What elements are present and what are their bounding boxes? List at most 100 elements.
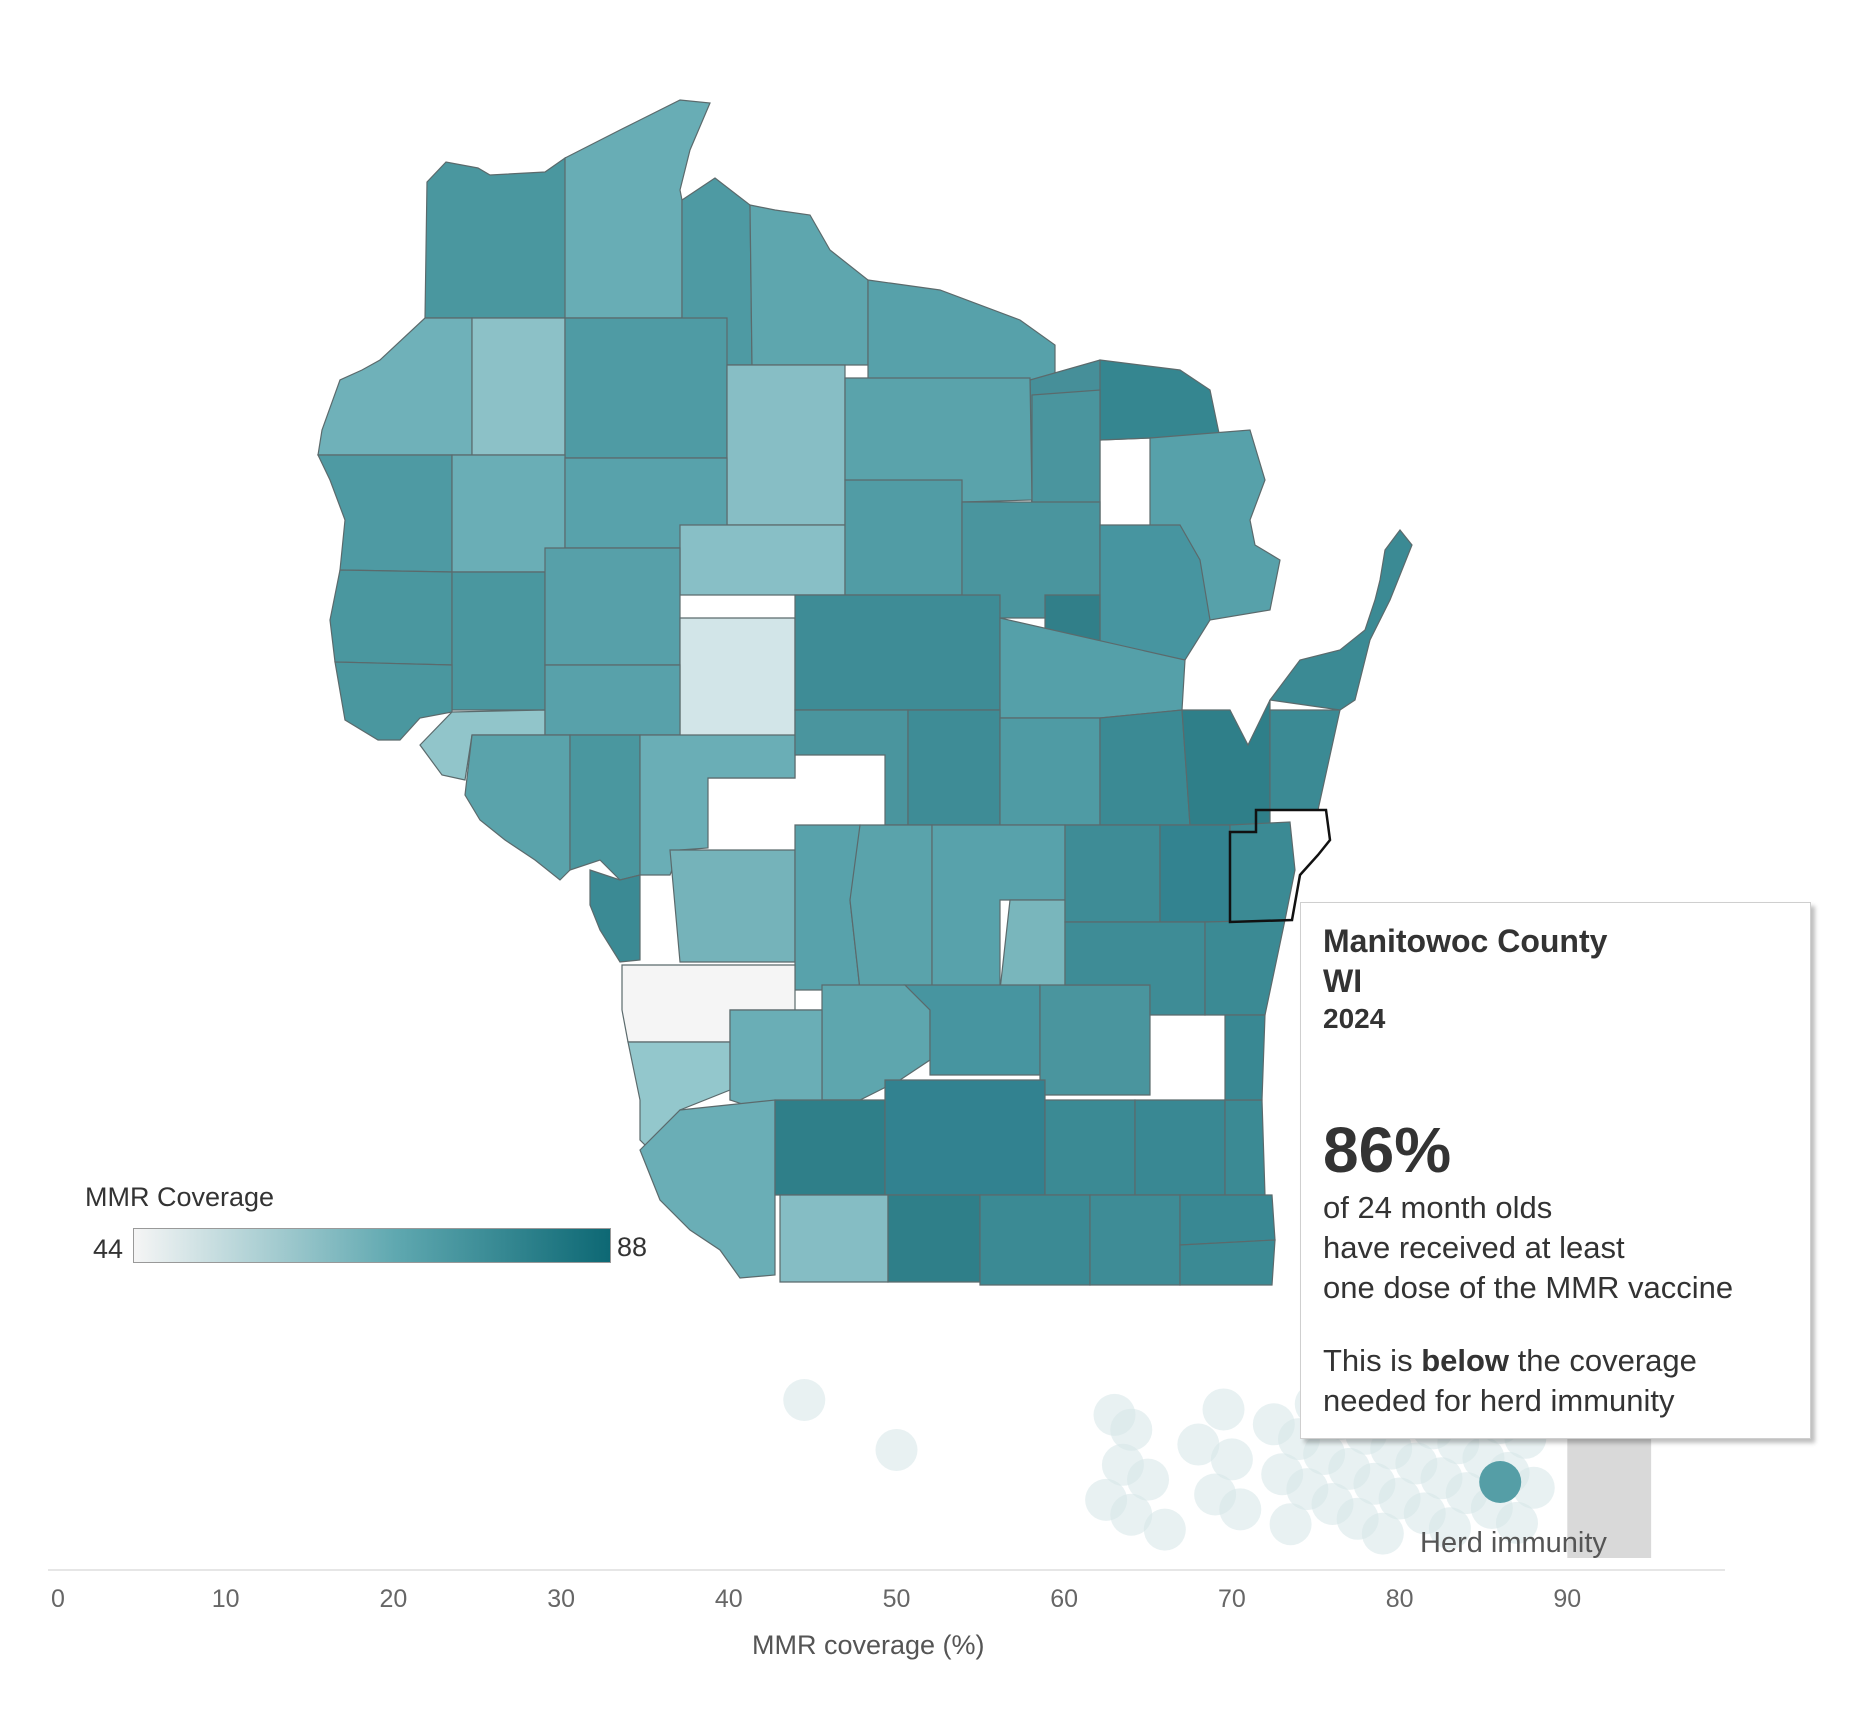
county-richland[interactable] [729,1009,823,1111]
x-tick-label: 50 [882,1585,911,1613]
county-winnebago[interactable] [1064,824,1161,923]
comparison-pre: This is [1323,1343,1413,1378]
highlighted-county-point[interactable] [1479,1461,1522,1503]
county-adams[interactable] [849,824,933,991]
comparison-post: the coverage [1517,1343,1697,1378]
county-dodge[interactable] [1039,984,1151,1096]
county-ozaukee[interactable] [1224,1014,1266,1101]
county-jackson[interactable] [669,849,796,963]
county-point[interactable] [1143,1508,1186,1551]
county-racine[interactable] [1179,1194,1276,1246]
county-rock[interactable] [979,1194,1091,1286]
county-polk[interactable] [317,454,453,573]
x-tick-label: 0 [51,1585,65,1613]
county-point[interactable] [1269,1503,1312,1546]
county-kenosha[interactable] [1179,1239,1276,1286]
county-dunn[interactable] [451,571,546,711]
tooltip-value: 86% [1323,1114,1452,1186]
county-door[interactable] [1268,529,1413,711]
county-marathon[interactable] [794,594,1001,711]
county-portage[interactable] [907,709,1001,826]
tooltip-line1: of 24 month olds [1323,1190,1553,1225]
county-columbia[interactable] [903,984,1041,1076]
county-point[interactable] [1110,1408,1153,1451]
county-lafayette[interactable] [779,1194,889,1283]
county-green-lake[interactable] [999,899,1066,991]
x-tick-label: 40 [714,1585,743,1613]
comparison-word: below [1421,1343,1510,1378]
county-point[interactable] [1210,1438,1253,1481]
county-chippewa[interactable] [544,547,681,666]
county-vilas[interactable] [867,279,1056,391]
county-point[interactable] [1219,1488,1262,1531]
county-iron[interactable] [749,204,869,366]
x-tick-label: 70 [1217,1585,1246,1613]
county-sawyer[interactable] [564,317,728,459]
county-buffalo[interactable] [569,734,641,881]
x-tick-label: 30 [547,1585,575,1613]
county-dane[interactable] [884,1079,1046,1196]
x-tick-label: 80 [1385,1585,1414,1613]
county-milwaukee[interactable] [1224,1099,1266,1196]
tooltip-comparison: This is below the coverage [1323,1341,1697,1381]
legend-max-label: 88 [617,1232,648,1262]
county-point[interactable] [1495,1501,1538,1544]
county-wood[interactable] [794,709,909,826]
county-grant[interactable] [639,1099,776,1279]
county-calumet[interactable] [1159,824,1231,923]
tooltip-line3: one dose of the MMR vaccine [1323,1270,1734,1305]
county-taylor[interactable] [679,524,846,596]
county-kewaunee[interactable] [1269,709,1341,811]
county-point[interactable] [1202,1388,1245,1431]
county-point[interactable] [875,1428,918,1471]
county-waukesha[interactable] [1134,1099,1226,1196]
legend: MMR Coverage 44 88 [85,1182,685,1272]
county-marinette[interactable] [1099,359,1221,441]
county-brown[interactable] [1181,699,1271,826]
county-point[interactable] [1177,1423,1220,1466]
county-manitowoc[interactable] [1229,821,1296,923]
tooltip-line2: have received at least [1323,1230,1625,1265]
county-green[interactable] [887,1194,981,1283]
county-sheboygan[interactable] [1204,919,1286,1016]
county-oneida[interactable] [844,377,1033,503]
tooltip-comparison-line2: needed for herd immunity [1323,1383,1675,1418]
county-waupaca[interactable] [999,717,1101,826]
x-tick-label: 90 [1553,1585,1582,1613]
counties [317,99,1413,1286]
county-point[interactable] [1428,1507,1471,1550]
county-tooltip: Manitowoc County WI 2024 86% of 24 month… [1300,902,1811,1439]
herd-immunity-label: Herd immunity [1420,1527,1607,1559]
county-jefferson[interactable] [1044,1099,1136,1196]
county-burnett[interactable] [317,317,473,456]
county-washburn[interactable] [471,317,566,456]
x-tick-label: 20 [379,1585,408,1613]
county-price[interactable] [726,364,846,526]
x-tick-label: 10 [211,1585,240,1613]
county-buffalo-west[interactable] [589,869,641,963]
county-point[interactable] [783,1379,826,1421]
county-douglas[interactable] [424,156,569,319]
county-point[interactable] [1110,1493,1153,1536]
tooltip-state: WI [1323,963,1363,999]
county-point[interactable] [1361,1512,1404,1555]
legend-min-label: 44 [93,1234,124,1264]
county-lincoln[interactable] [844,479,963,596]
county-iowa[interactable] [774,1099,886,1196]
x-axis-label: MMR coverage (%) [752,1630,985,1660]
x-tick-label: 60 [1050,1585,1079,1613]
county-pierce[interactable] [334,661,453,741]
county-point[interactable] [1512,1466,1555,1509]
county-pepin-south[interactable] [464,734,571,881]
tooltip-county: Manitowoc County [1323,923,1608,959]
tooltip-year: 2024 [1323,1003,1386,1034]
highlighted-county-outline [1228,808,1332,924]
county-eau-claire[interactable] [544,664,681,736]
legend-gradient-bar [133,1228,611,1263]
county-outagamie[interactable] [1099,709,1191,826]
county-point[interactable] [1127,1458,1170,1501]
county-walworth[interactable] [1089,1194,1181,1286]
county-st-croix[interactable] [329,569,453,666]
legend-title: MMR Coverage [85,1182,275,1212]
